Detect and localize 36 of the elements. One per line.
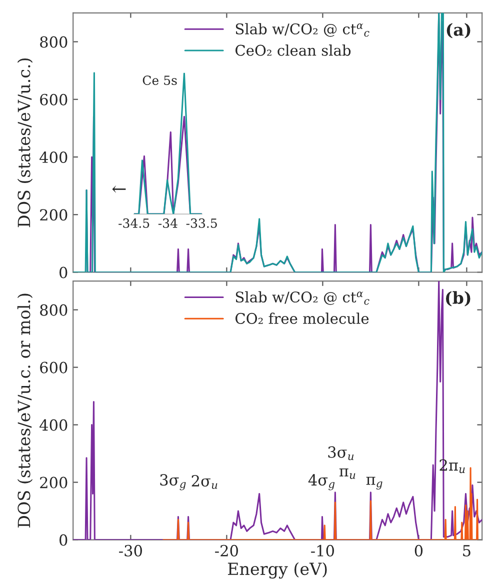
y-axis-title: DOS (states/eV/u.c. or mol.) (17, 294, 33, 528)
y-tick-label: 0 (60, 266, 68, 278)
annotation: 3σ$_{u}$ (328, 446, 354, 460)
y-tick-label: 200 (40, 476, 68, 488)
annotation: 2σ$_{u}$ (192, 475, 218, 489)
text: (b) (446, 291, 470, 306)
legend-label: CO₂ free molecule (236, 312, 369, 324)
y-tick-label: 400 (40, 419, 68, 431)
y-tick-label: 600 (40, 362, 68, 374)
annotation: ← (112, 186, 126, 193)
text: (a) (446, 23, 470, 38)
x-tick-label: -30 (119, 544, 142, 556)
y-tick-label: 0 (60, 534, 68, 546)
y-tick-label: 800 (40, 304, 68, 316)
x-tick-label: -33.5 (186, 218, 217, 228)
y-axis-title: DOS (states/eV/u.c.) (17, 58, 33, 228)
y-tick-label: 400 (40, 151, 68, 164)
legend-label: Slab w/CO₂ @ ct$^{α}$$_{c}$ (236, 23, 370, 37)
y-tick-label: 200 (40, 209, 68, 221)
x-tick-label: -10 (311, 544, 334, 556)
y-tick-label: 800 (40, 36, 68, 48)
legend-label: CeO₂ clean slab (236, 44, 351, 56)
x-tick-label: -34 (158, 218, 178, 228)
x-tick-label: 5 (463, 545, 470, 556)
chart-title: Ce 5s (142, 76, 177, 86)
annotation: 4σ$_{g}$ (308, 474, 335, 490)
x-tick-label: 0 (414, 544, 423, 556)
legend-label: Slab w/CO₂ @ ct$^{α}$$_{c}$ (236, 291, 370, 305)
annotation: 3σ$_{g}$ (160, 474, 186, 490)
x-tick-label: -20 (215, 544, 238, 556)
y-tick-label: 600 (40, 94, 68, 106)
x-axis-title: Energy (eV) (228, 562, 327, 579)
annotation: π$_{g}$ (366, 476, 382, 490)
line-series (73, 281, 482, 540)
annotation: π$_{u}$ (339, 468, 356, 479)
x-tick-label: -34.5 (118, 218, 150, 228)
